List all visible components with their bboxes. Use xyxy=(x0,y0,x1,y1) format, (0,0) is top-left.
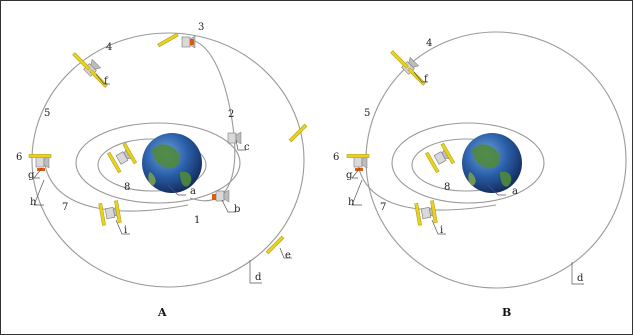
panel-a-parking-orbit-large xyxy=(75,122,241,204)
panel-a-label-a: a xyxy=(190,186,196,197)
panel-b-label-d: d xyxy=(577,273,584,284)
panel-a-lower-transfer xyxy=(44,164,189,212)
panel-b-title: B xyxy=(502,306,511,319)
panel-a-satellite-i xyxy=(98,200,122,226)
panel-a-label-7: 7 xyxy=(62,202,68,213)
panel-b-earth xyxy=(462,133,522,193)
panel-a-parking-orbit-small xyxy=(97,138,207,192)
panel-b-label-i: i xyxy=(440,225,443,236)
panel-b-label-g: g xyxy=(346,170,353,181)
panel-a-satellite-c xyxy=(227,131,242,145)
panel-b-label-6: 6 xyxy=(333,152,339,163)
panel-b-label-8: 8 xyxy=(444,182,450,193)
panel-a-label-1: 1 xyxy=(194,215,200,226)
panel-b-lower-transfer xyxy=(357,164,497,211)
panel-a-satellite-b xyxy=(212,189,230,203)
panel-a-label-3: 3 xyxy=(198,22,204,33)
panel-a-label-f: f xyxy=(104,76,109,87)
panel-b-parking-orbit-large xyxy=(391,122,545,204)
panel-a-label-i: i xyxy=(124,225,127,236)
panel-a-label-h: h xyxy=(30,197,37,208)
panel-a-label-g: g xyxy=(28,170,35,181)
panel-a: 1 2 3 4 5 6 7 8 a b c d e f g h i A xyxy=(16,22,308,319)
panel-b-label-f: f xyxy=(424,74,429,85)
panel-a-label-6: 6 xyxy=(16,152,22,163)
panel-b-satellite-g xyxy=(346,154,370,171)
panel-b-label-a: a xyxy=(512,186,518,197)
panel-a-outer-orbit xyxy=(31,32,305,288)
panel-a-title: A xyxy=(157,306,167,319)
panel-a-label-8: 8 xyxy=(124,182,130,193)
panel-b: 4 5 6 7 8 a d f g h i B xyxy=(333,31,627,319)
panel-a-label-2: 2 xyxy=(228,109,234,120)
panel-b-label-h: h xyxy=(348,197,355,208)
panel-b-satellite-i xyxy=(414,200,438,226)
panel-b-label-7: 7 xyxy=(380,202,386,213)
panel-a-label-c: c xyxy=(244,142,250,153)
panel-a-earth xyxy=(142,133,202,193)
panel-b-label-5: 5 xyxy=(364,108,370,119)
panel-b-satellite-8 xyxy=(425,142,455,174)
panel-a-label-d: d xyxy=(255,272,262,283)
panel-a-label-e: e xyxy=(285,250,291,261)
panel-a-panel-right xyxy=(288,123,308,143)
panel-a-label-b: b xyxy=(234,204,240,215)
panel-a-label-5: 5 xyxy=(44,108,50,119)
panel-b-label-4: 4 xyxy=(426,38,432,49)
panel-a-satellite-3 xyxy=(157,32,196,49)
panel-a-label-4: 4 xyxy=(106,42,112,53)
